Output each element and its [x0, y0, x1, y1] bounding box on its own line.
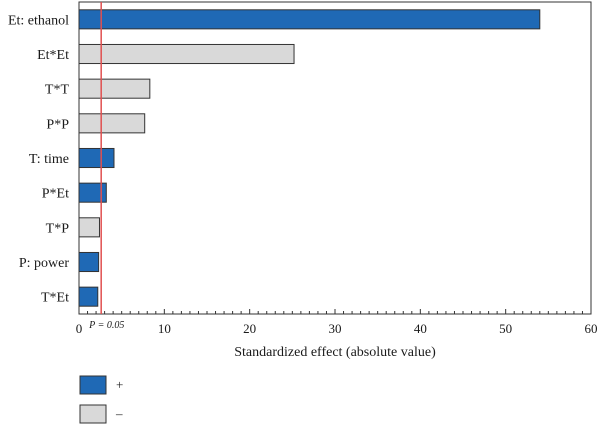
bar-5: [78, 182, 107, 203]
bar-4: [78, 147, 115, 169]
bar-1: [78, 43, 295, 65]
x-tick-label: 40: [414, 321, 427, 336]
bar-8: [78, 286, 99, 307]
legend-label: –: [115, 406, 123, 421]
category-label: Et: ethanol: [8, 13, 69, 28]
plot-area: Et: ethanol Et*Et T*T P*P T: time P*Et T*P P: p…: [8, 1, 598, 424]
category-label: Et*Et: [37, 48, 69, 63]
legend-swatch-positive: [79, 375, 107, 395]
x-tick-label: 10: [158, 321, 171, 336]
category-label: T*Et: [41, 291, 69, 306]
category-label: T*P: [46, 221, 70, 236]
bar-3: [78, 113, 146, 134]
bar-0: [78, 9, 541, 30]
category-label: T*T: [45, 83, 70, 98]
legend-label: +: [116, 377, 123, 392]
x-tick-label: 50: [499, 321, 512, 336]
category-label: T: time: [29, 152, 69, 167]
bar-7: [78, 251, 100, 273]
x-tick-label: 20: [243, 321, 256, 336]
category-label: P*Et: [42, 187, 69, 202]
legend-swatch-negative: [79, 404, 107, 424]
x-tick-label: 0: [76, 321, 83, 336]
significance-label: P = 0.05: [88, 320, 124, 331]
x-tick-label: 60: [585, 321, 598, 336]
x-axis-title: Standardized effect (absolute value): [234, 345, 436, 360]
x-tick-label: 30: [329, 321, 342, 336]
category-label: P*P: [46, 117, 69, 132]
category-label: P: power: [19, 256, 70, 271]
bar-2: [78, 78, 151, 99]
bar-6: [78, 217, 100, 238]
